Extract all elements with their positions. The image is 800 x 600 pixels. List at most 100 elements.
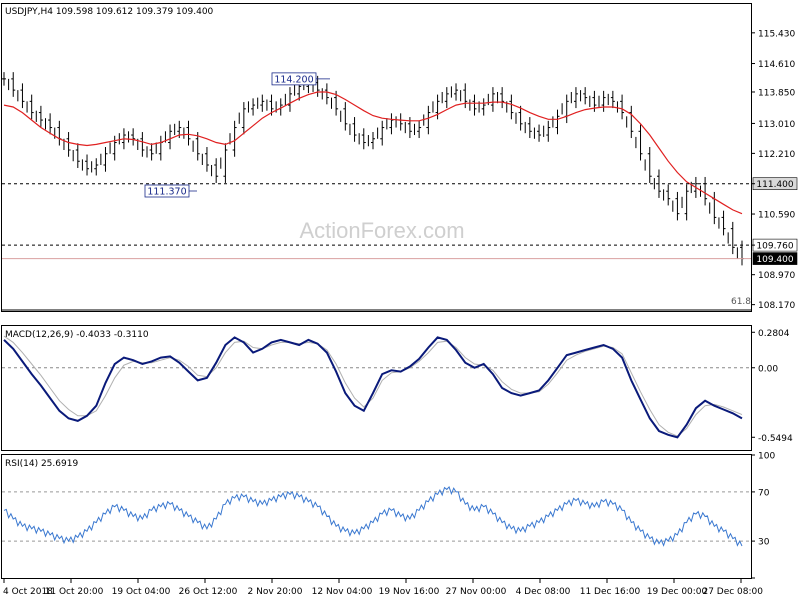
- price-bar: [543, 120, 551, 142]
- svg-text:112.210: 112.210: [758, 150, 795, 160]
- price-bar: [321, 83, 329, 105]
- price-bar: [524, 117, 532, 139]
- macd-line: [3, 336, 743, 439]
- moving-average-line: [3, 91, 743, 215]
- svg-text:111.370: 111.370: [147, 187, 186, 198]
- svg-text:-0.5494: -0.5494: [758, 434, 793, 444]
- x-axis-label: 2 Nov 20:00: [248, 578, 303, 597]
- resistance-line-tag: 111.400: [752, 177, 798, 190]
- svg-text:27 Nov 00:00: 27 Nov 00:00: [446, 587, 507, 597]
- price-bar: [367, 132, 375, 150]
- price-axis-tick: 113.850: [751, 88, 795, 98]
- price-axis-tick: 110.590: [751, 211, 795, 221]
- price-axis-tick: 114.610: [751, 60, 795, 70]
- high-label: 114.200: [271, 72, 330, 85]
- x-axis-label: 11 Dec 16:00: [580, 578, 641, 597]
- svg-text:4 Dec 08:00: 4 Dec 08:00: [516, 587, 571, 597]
- macd-signal-line: [3, 335, 743, 437]
- svg-text:4 Oct 2018: 4 Oct 2018: [3, 587, 53, 597]
- x-axis-label: 4 Oct 2018: [3, 578, 53, 597]
- price-bar: [570, 87, 578, 109]
- price-bar: [81, 154, 90, 176]
- x-axis-label: 19 Oct 04:00: [112, 578, 171, 597]
- svg-text:108.170: 108.170: [758, 301, 795, 311]
- x-axis-label: 19 Nov 16:00: [379, 578, 440, 597]
- price-bar: [358, 128, 366, 150]
- svg-text:70: 70: [758, 488, 770, 498]
- svg-text:113.010: 113.010: [758, 120, 795, 130]
- macd-title: MACD(12,26,9) -0.4033 -0.3110: [5, 330, 149, 340]
- svg-text:2 Nov 20:00: 2 Nov 20:00: [248, 587, 303, 597]
- svg-text:100: 100: [758, 452, 775, 462]
- macd-panel: MACD(12,26,9) -0.4033 -0.3110: [1, 325, 752, 451]
- price-bar: [672, 191, 680, 221]
- price-bar: [340, 102, 348, 131]
- x-axis-label: 27 Dec 08:00: [702, 578, 763, 597]
- price-bar: [247, 98, 256, 116]
- price-bar: [349, 117, 357, 142]
- price-bar: [183, 120, 191, 146]
- rsi-title: RSI(14) 25.6919: [5, 459, 78, 469]
- price-bar: [91, 158, 99, 176]
- price-bar: [220, 143, 228, 183]
- price-bar: [460, 83, 468, 109]
- fibonacci-label: 61.8: [731, 297, 751, 307]
- price-bar: [497, 87, 505, 109]
- price-bar: [8, 72, 16, 97]
- price-bar: [414, 120, 422, 139]
- price-bar: [644, 147, 652, 183]
- svg-text:111.400: 111.400: [756, 180, 793, 190]
- price-bar: [552, 109, 560, 135]
- svg-text:113.850: 113.850: [758, 88, 795, 98]
- price-bar: [201, 147, 209, 172]
- x-axis-label: 11 Oct 20:00: [45, 578, 104, 597]
- price-bar: [663, 184, 671, 206]
- price-bar: [26, 94, 34, 120]
- x-axis-label: 12 Nov 04:00: [312, 578, 373, 597]
- price-bar: [238, 102, 246, 135]
- price-bar: [580, 87, 588, 105]
- price-bar: [432, 94, 440, 120]
- price-bar: [533, 124, 542, 142]
- price-bar: [607, 90, 615, 109]
- price-bar: [257, 94, 265, 112]
- price-title: USDJPY,H4 109.598 109.612 109.379 109.40…: [5, 7, 214, 17]
- price-bar: [100, 147, 108, 172]
- svg-text:114.200: 114.200: [274, 74, 313, 85]
- price-bar: [146, 143, 154, 161]
- macd-axis-tick: -0.5494: [751, 434, 793, 444]
- price-bar: [441, 87, 449, 109]
- price-axis-tick: 112.210: [751, 150, 795, 160]
- price-bar: [727, 221, 735, 255]
- rsi-panel: RSI(14) 25.6919: [1, 454, 752, 579]
- x-axis-label: 19 Dec 00:00: [647, 578, 708, 597]
- svg-text:115.430: 115.430: [758, 29, 795, 39]
- x-axis-label: 27 Nov 00:00: [446, 578, 507, 597]
- price-bar: [128, 128, 136, 146]
- svg-text:108.970: 108.970: [758, 271, 795, 281]
- price-axis-tick: 113.010: [751, 120, 795, 130]
- price-bar: [718, 210, 726, 236]
- price-bar: [35, 105, 43, 127]
- rsi-axis-tick: 30: [751, 538, 770, 548]
- rsi-line: [3, 486, 743, 547]
- price-axis-tick: 108.170: [751, 301, 795, 311]
- rsi-axis-tick: 100: [751, 452, 775, 462]
- price-bar: [386, 113, 394, 135]
- rsi-axis-tick: 70: [751, 488, 770, 498]
- price-bar: [17, 83, 25, 109]
- svg-text:30: 30: [758, 538, 770, 548]
- macd-axis-tick: 0.2804: [751, 329, 790, 339]
- price-bar: [211, 158, 219, 183]
- price-bar: [45, 113, 53, 135]
- svg-text:0.00: 0.00: [758, 364, 778, 374]
- price-bar: [635, 124, 643, 161]
- price-bar: [109, 135, 117, 161]
- watermark: ActionForex.com: [299, 218, 464, 243]
- support-line-tag: 109.760: [752, 238, 798, 252]
- svg-text:110.590: 110.590: [758, 211, 795, 221]
- price-bar: [72, 143, 80, 168]
- price-bar: [192, 132, 200, 161]
- current-price-tag: 109.400: [752, 252, 798, 265]
